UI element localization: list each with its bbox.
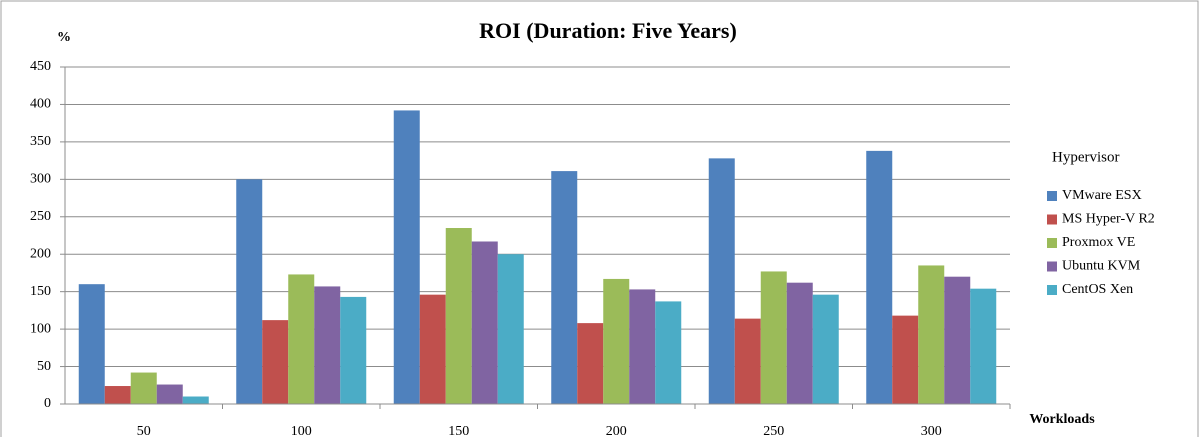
x-tick-label: 300 — [921, 424, 942, 437]
legend-label: Proxmox VE — [1062, 235, 1135, 250]
bar — [104, 386, 131, 404]
x-tick-label: 150 — [448, 424, 469, 437]
y-tick-label: 0 — [44, 396, 51, 411]
legend-swatch — [1047, 238, 1057, 248]
bar — [130, 372, 157, 404]
bar — [760, 271, 787, 404]
bar — [603, 278, 630, 404]
legend-swatch — [1047, 214, 1057, 225]
legend-swatch — [1047, 285, 1057, 295]
x-tick-label: 200 — [606, 424, 627, 437]
bar — [708, 158, 735, 404]
bar — [445, 228, 472, 404]
legend-label: MS Hyper-V R2 — [1062, 212, 1155, 227]
bar — [629, 289, 656, 404]
bar — [78, 284, 105, 404]
bar — [156, 384, 183, 404]
bar — [655, 301, 682, 404]
bar — [892, 315, 919, 404]
bar — [393, 110, 420, 405]
bar — [262, 320, 289, 404]
legend-label: VMware ESX — [1062, 188, 1142, 203]
y-tick-label: 300 — [30, 172, 51, 187]
bar — [471, 241, 498, 404]
bar — [497, 254, 524, 404]
legend-swatch — [1047, 261, 1057, 272]
y-tick-label: 450 — [30, 59, 51, 74]
legend-label: CentOS Xen — [1062, 282, 1133, 297]
y-tick-label: 100 — [30, 321, 51, 336]
bar — [419, 294, 446, 404]
y-axis-label: % — [57, 30, 71, 45]
x-tick-label: 100 — [291, 424, 312, 437]
bar — [866, 150, 893, 404]
bar — [577, 323, 604, 404]
bar — [551, 171, 578, 404]
y-tick-label: 150 — [30, 284, 51, 299]
x-tick-label: 250 — [763, 424, 784, 437]
bar — [812, 294, 839, 404]
bar — [340, 296, 367, 404]
y-tick-label: 200 — [30, 246, 51, 261]
x-axis-label: Workloads — [1029, 412, 1095, 427]
bar — [970, 288, 997, 404]
bar — [944, 276, 971, 404]
y-tick-label: 50 — [37, 359, 51, 374]
y-tick-label: 350 — [30, 134, 51, 149]
bar — [236, 179, 263, 404]
bar — [918, 265, 945, 404]
bar — [786, 282, 813, 404]
legend-label: Ubuntu KVM — [1062, 259, 1141, 274]
x-tick-label: 50 — [137, 424, 151, 437]
legend-title: Hypervisor — [1052, 149, 1120, 165]
bar — [288, 274, 315, 404]
legend-swatch — [1047, 191, 1057, 201]
chart-title: ROI (Duration: Five Years) — [479, 18, 737, 43]
y-tick-label: 400 — [30, 97, 51, 112]
y-tick-label: 250 — [30, 209, 51, 224]
bar — [314, 286, 341, 404]
bar — [182, 396, 209, 404]
bar — [734, 318, 761, 404]
